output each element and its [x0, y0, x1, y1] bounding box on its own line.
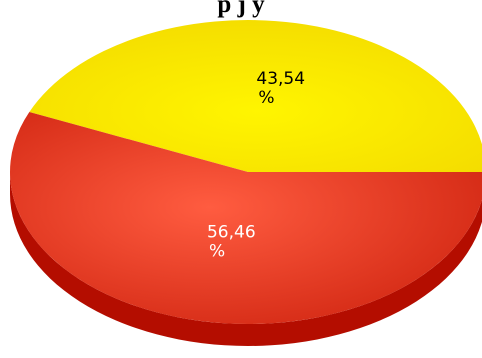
pie-slice-1	[29, 20, 482, 172]
data-label-1: 43,54%	[256, 69, 305, 108]
data-label-2: 56,46%	[207, 222, 256, 261]
chart-title: p j y	[217, 0, 265, 18]
pie-slice-2	[10, 111, 482, 324]
